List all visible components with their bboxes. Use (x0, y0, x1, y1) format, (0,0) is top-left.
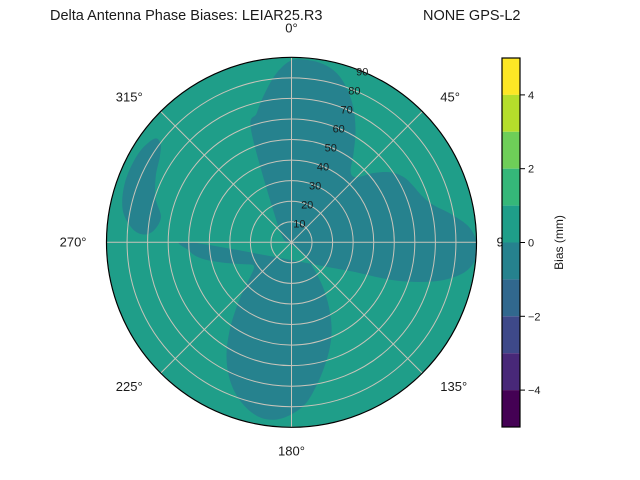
svg-text:50: 50 (325, 142, 337, 154)
svg-text:60: 60 (333, 123, 345, 135)
svg-text:180°: 180° (278, 443, 305, 458)
svg-text:225°: 225° (116, 379, 143, 394)
svg-text:30: 30 (309, 180, 321, 192)
svg-text:0: 0 (528, 238, 534, 250)
svg-text:4: 4 (528, 90, 534, 102)
svg-text:315°: 315° (116, 90, 143, 105)
svg-text:Bias (mm): Bias (mm) (552, 215, 566, 270)
svg-text:70: 70 (340, 104, 352, 116)
svg-text:0°: 0° (285, 20, 297, 35)
svg-text:90: 90 (356, 66, 368, 78)
svg-text:20: 20 (301, 199, 313, 211)
svg-text:45°: 45° (440, 90, 460, 105)
svg-text:10: 10 (293, 218, 305, 230)
svg-text:80: 80 (348, 85, 360, 97)
svg-text:40: 40 (317, 161, 329, 173)
svg-text:−2: −2 (528, 311, 541, 323)
svg-text:−4: −4 (528, 385, 541, 397)
svg-text:2: 2 (528, 164, 534, 176)
svg-text:135°: 135° (440, 379, 467, 394)
svg-text:270°: 270° (60, 234, 87, 249)
